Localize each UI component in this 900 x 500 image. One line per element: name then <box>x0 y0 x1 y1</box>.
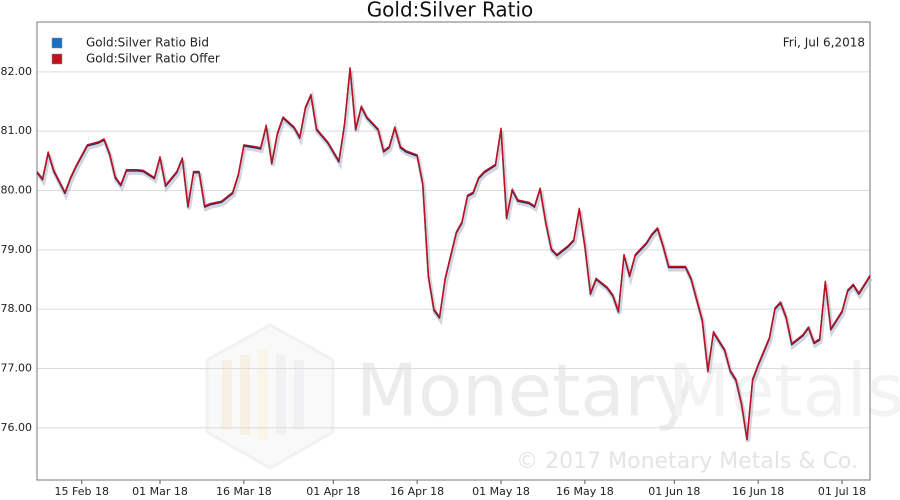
x-tick-label: 01 May 18 <box>472 485 530 498</box>
y-tick-label: 81.00 <box>1 124 33 137</box>
series-line <box>36 66 871 440</box>
y-tick-label: 82.00 <box>1 65 33 78</box>
watermark-brand-light: Metals <box>668 349 900 433</box>
y-tick-label: 78.00 <box>1 302 33 315</box>
x-tick-label: 16 May 18 <box>556 485 614 498</box>
y-tick-label: 76.00 <box>1 421 33 434</box>
chart-title: Gold:Silver Ratio <box>367 0 534 22</box>
legend-swatch <box>51 37 63 49</box>
x-tick-label: 16 Mar 18 <box>216 485 272 498</box>
x-tick-label: 01 Jul 18 <box>818 485 866 498</box>
x-tick-label: 16 Jun 18 <box>732 485 784 498</box>
plot-border <box>36 21 871 481</box>
legend-label: Gold:Silver Ratio Offer <box>86 52 220 66</box>
y-tick-label: 80.00 <box>1 183 33 196</box>
x-tick-label: 01 Mar 18 <box>132 485 188 498</box>
watermark-copyright: © 2017 Monetary Metals & Co. <box>516 449 858 474</box>
logo <box>205 323 335 470</box>
date-label: Fri, Jul 6,2018 <box>783 36 865 50</box>
legend-label: Gold:Silver Ratio Bid <box>86 36 209 50</box>
x-tick-label: 01 Apr 18 <box>306 485 360 498</box>
y-tick-label: 79.00 <box>1 243 33 256</box>
y-tick-label: 77.00 <box>1 361 33 374</box>
x-tick-label: 16 Apr 18 <box>390 485 444 498</box>
x-tick-label: 15 Feb 18 <box>54 485 108 498</box>
watermark-brand: Monetary <box>356 349 697 433</box>
legend-swatch <box>51 53 63 65</box>
x-tick-label: 01 Jun 18 <box>648 485 700 498</box>
